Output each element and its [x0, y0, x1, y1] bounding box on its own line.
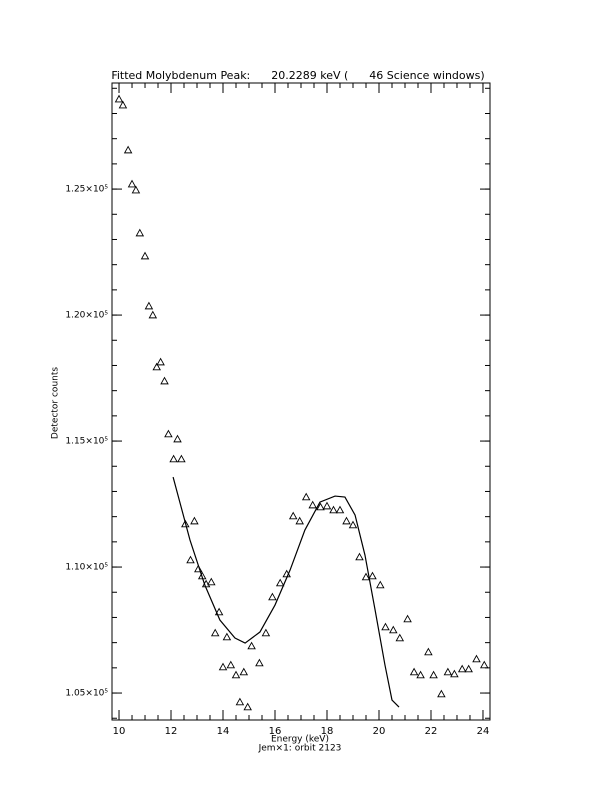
y-tick-label: 1.25×10⁵ — [65, 185, 108, 195]
data-point — [127, 179, 137, 188]
data-point — [135, 228, 145, 237]
data-point — [329, 505, 338, 514]
data-point — [177, 454, 186, 463]
data-point — [156, 357, 165, 366]
data-point — [322, 501, 332, 510]
x-tick-label: 18 — [321, 726, 334, 737]
data-point — [148, 310, 158, 319]
data-point — [389, 625, 398, 634]
x-axis-label: Energy (keV) — [271, 735, 329, 745]
data-point — [335, 505, 345, 514]
data-point — [222, 632, 232, 641]
x-tick-label: 16 — [269, 726, 282, 737]
data-point — [207, 577, 216, 586]
data-point — [144, 301, 154, 310]
data-point — [152, 362, 161, 371]
data-point — [464, 664, 473, 673]
x-tick-label: 12 — [165, 726, 178, 737]
data-point — [218, 662, 228, 671]
data-point — [437, 689, 446, 698]
data-point — [118, 100, 128, 109]
data-point — [403, 614, 412, 623]
x-tick-label: 20 — [373, 726, 386, 737]
data-point — [123, 145, 133, 154]
y-tick-label: 1.15×10⁵ — [65, 437, 108, 447]
data-point — [424, 647, 433, 656]
data-point — [173, 434, 182, 443]
data-point — [275, 578, 285, 587]
data-point — [268, 592, 277, 601]
data-point — [376, 580, 385, 589]
data-point — [231, 670, 241, 679]
data-point — [261, 628, 271, 637]
data-point — [443, 667, 453, 676]
data-point — [450, 669, 459, 678]
data-point — [235, 697, 245, 706]
data-point — [368, 571, 377, 580]
data-point — [429, 670, 438, 679]
y-tick-label: 1.20×10⁵ — [65, 311, 108, 321]
data-point — [416, 670, 425, 679]
data-point — [395, 633, 405, 642]
data-point — [186, 555, 195, 564]
chart-title: Fitted Molybdenum Peak: 20.2289 keV ( 46… — [111, 69, 484, 82]
data-point — [255, 658, 264, 667]
data-point — [355, 552, 364, 561]
data-point — [247, 641, 256, 650]
data-point — [181, 519, 190, 528]
data-point — [243, 702, 252, 711]
data-point — [140, 251, 150, 260]
data-point — [226, 660, 236, 669]
data-point — [480, 660, 489, 669]
data-point — [361, 572, 371, 581]
data-point — [295, 516, 304, 525]
data-point — [114, 94, 124, 103]
data-point — [164, 429, 173, 438]
data-point — [381, 622, 390, 631]
fit-line — [172, 476, 400, 708]
data-point — [160, 376, 169, 385]
x-tick-label: 10 — [113, 726, 126, 737]
data-point — [190, 516, 199, 525]
data-point — [348, 520, 358, 529]
x-tick-label: 24 — [477, 726, 490, 737]
data-point — [301, 492, 311, 501]
y-tick-label: 1.10×10⁵ — [65, 563, 108, 573]
data-point — [239, 667, 249, 676]
data-point — [409, 667, 419, 676]
y-tick-label: 1.05×10⁵ — [65, 689, 108, 699]
data-point — [131, 185, 141, 194]
data-point — [169, 454, 178, 463]
y-axis-label: Detector counts — [51, 367, 61, 439]
x-tick-label: 22 — [425, 726, 438, 737]
data-point — [457, 664, 467, 673]
data-point — [210, 628, 220, 637]
data-point — [214, 607, 224, 616]
data-point — [342, 516, 351, 525]
data-point — [308, 500, 317, 509]
data-point — [194, 564, 203, 573]
data-point — [316, 502, 325, 511]
data-point — [472, 654, 481, 663]
data-point — [288, 511, 298, 520]
x-tick-label: 14 — [217, 726, 230, 737]
subtitle: Jem×1: orbit 2123 — [258, 744, 342, 754]
